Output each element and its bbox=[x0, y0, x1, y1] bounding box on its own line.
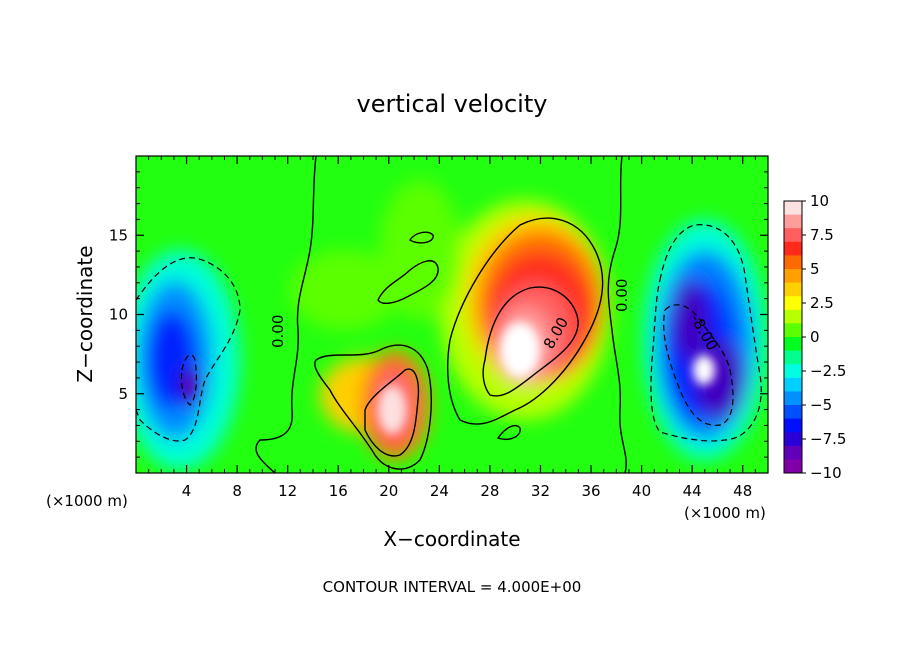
colorbar-swatch bbox=[784, 269, 802, 284]
y-tick-label: 15 bbox=[109, 226, 128, 244]
colorbar-tick-label: 5 bbox=[810, 260, 820, 278]
colorbar-swatch bbox=[784, 459, 802, 474]
chart-title: vertical velocity bbox=[357, 90, 548, 118]
y-tick-label: 10 bbox=[109, 306, 128, 324]
x-tick-label: 44 bbox=[683, 482, 702, 500]
contour-neg-right-inner bbox=[663, 304, 734, 426]
colorbar-swatch bbox=[784, 309, 802, 324]
x-ticks: 4 8 12 16 20 24 28 32 36 40 44 48 bbox=[148, 156, 756, 500]
color-field-core bbox=[183, 322, 715, 434]
colorbar-tick-label: −7.5 bbox=[810, 430, 846, 448]
x-unit-right: (×1000 m) bbox=[684, 504, 766, 522]
colorbar-swatch bbox=[784, 323, 802, 338]
contour-pos-right bbox=[446, 217, 604, 425]
colorbar-swatch bbox=[784, 350, 802, 365]
x-tick-label: 24 bbox=[430, 482, 449, 500]
y-tick-label: 5 bbox=[118, 385, 128, 403]
contour-pos-left bbox=[314, 344, 432, 470]
colorbar-swatch bbox=[784, 296, 802, 311]
contour-lines bbox=[255, 156, 627, 473]
colorbar-swatch bbox=[784, 418, 802, 433]
y-ticks: 5 10 15 bbox=[109, 171, 768, 458]
contour-neg-left-inner bbox=[180, 354, 197, 406]
colorbar: 10 7.5 5 2.5 0 −2.5 −5 −7.5 −10 bbox=[783, 192, 846, 482]
contour-label-zero-left: 0.00 bbox=[269, 315, 287, 348]
contour-small-blob-2 bbox=[409, 231, 434, 244]
colorbar-swatch bbox=[784, 228, 802, 243]
contour-8-right bbox=[482, 286, 579, 397]
colorbar-swatch bbox=[784, 337, 802, 352]
contour-label-zero-right: 0.00 bbox=[613, 279, 631, 312]
negative-contours bbox=[136, 224, 762, 442]
x-tick-label: 20 bbox=[379, 482, 398, 500]
x-tick-label: 8 bbox=[232, 482, 242, 500]
contour-small-blob bbox=[377, 260, 439, 305]
colorbar-tick-label: −5 bbox=[810, 396, 832, 414]
colorbar-swatch bbox=[784, 282, 802, 297]
colorbar-tick-label: 10 bbox=[810, 192, 829, 210]
colorbar-tick-label: 0 bbox=[810, 328, 820, 346]
x-tick-label: 28 bbox=[480, 482, 499, 500]
x-tick-label: 40 bbox=[632, 482, 651, 500]
contour-neg-left bbox=[136, 257, 241, 442]
colorbar-swatch bbox=[784, 201, 802, 216]
contour-small-blob-3 bbox=[496, 424, 521, 440]
colorbar-swatch bbox=[784, 377, 802, 392]
x-unit-left: (×1000 m) bbox=[46, 492, 128, 510]
x-tick-label: 16 bbox=[329, 482, 348, 500]
y-axis-label: Z−coordinate bbox=[73, 245, 97, 382]
colorbar-tick-label: −10 bbox=[810, 464, 842, 482]
x-axis-label: X−coordinate bbox=[383, 527, 520, 551]
contour-zero-right bbox=[607, 156, 627, 473]
colorbar-swatch bbox=[784, 241, 802, 256]
colorbar-swatch bbox=[784, 405, 802, 420]
colorbar-swatch bbox=[784, 391, 802, 406]
colorbar-tick-label: 2.5 bbox=[810, 294, 834, 312]
contour-zero-left bbox=[255, 156, 317, 473]
plot-area: 0.00 0.00 8.00 -8.00 bbox=[136, 156, 768, 473]
contour-interval-footer: CONTOUR INTERVAL = 4.000E+00 bbox=[323, 578, 582, 596]
x-tick-label: 32 bbox=[531, 482, 550, 500]
x-tick-label: 4 bbox=[182, 482, 192, 500]
colorbar-tick-label: 7.5 bbox=[810, 226, 834, 244]
colorbar-swatch bbox=[784, 214, 802, 229]
colorbar-swatch bbox=[784, 445, 802, 460]
colorbar-swatch bbox=[784, 255, 802, 270]
x-tick-label: 36 bbox=[581, 482, 600, 500]
x-tick-label: 12 bbox=[278, 482, 297, 500]
colorbar-swatch bbox=[784, 364, 802, 379]
x-tick-label: 48 bbox=[733, 482, 752, 500]
colorbar-swatch bbox=[784, 432, 802, 447]
contour-pos-left-inner bbox=[364, 368, 420, 457]
colorbar-tick-label: −2.5 bbox=[810, 362, 846, 380]
